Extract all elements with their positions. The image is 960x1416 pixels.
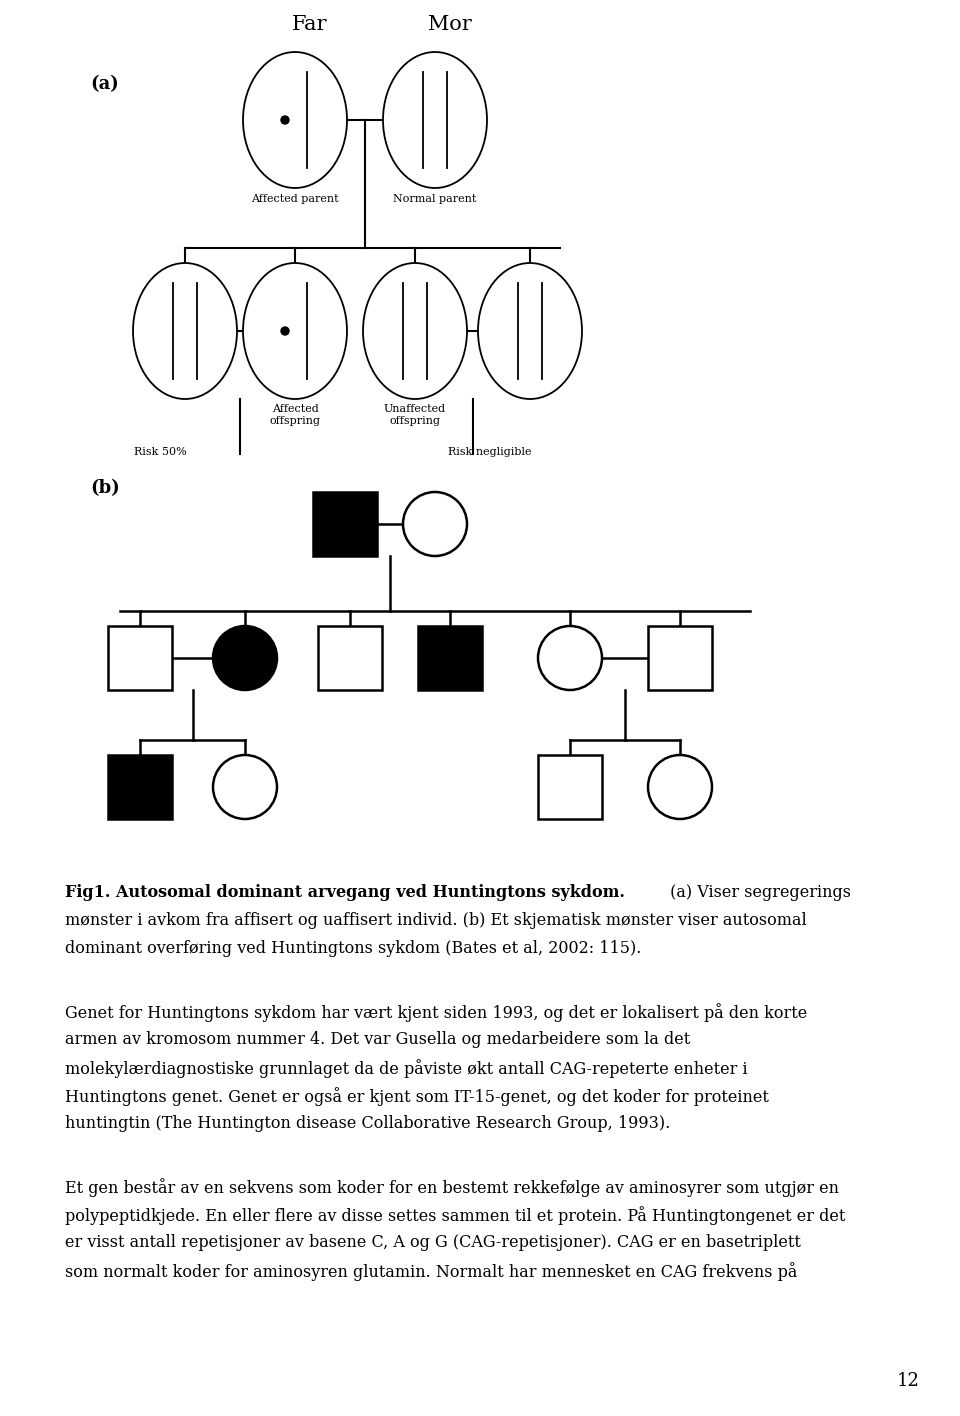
Circle shape — [281, 116, 289, 125]
Text: Huntingtons genet. Genet er også er kjent som IT-15-genet, og det koder for prot: Huntingtons genet. Genet er også er kjen… — [65, 1087, 769, 1106]
Bar — [418, 626, 482, 690]
Ellipse shape — [363, 263, 467, 399]
Circle shape — [648, 755, 712, 818]
Ellipse shape — [243, 263, 347, 399]
Text: Normal parent: Normal parent — [394, 194, 477, 204]
Ellipse shape — [243, 52, 347, 188]
Ellipse shape — [133, 263, 237, 399]
Text: Affected parent: Affected parent — [252, 194, 339, 204]
Text: Genet for Huntingtons sykdom har vært kjent siden 1993, og det er lokalisert på : Genet for Huntingtons sykdom har vært kj… — [65, 1003, 807, 1022]
Bar — [648, 626, 712, 690]
Text: Affected
offspring: Affected offspring — [270, 404, 321, 426]
Circle shape — [538, 626, 602, 690]
Text: Et gen består av en sekvens som koder for en bestemt rekkefølge av aminosyrer so: Et gen består av en sekvens som koder fo… — [65, 1178, 839, 1197]
Circle shape — [281, 327, 289, 336]
Text: Mor: Mor — [428, 16, 472, 34]
Circle shape — [403, 491, 467, 556]
Text: Unaffected
offspring: Unaffected offspring — [384, 404, 446, 426]
Text: huntingtin (The Huntington disease Collaborative Research Group, 1993).: huntingtin (The Huntington disease Colla… — [65, 1114, 670, 1131]
Text: polypeptidkjede. En eller flere av disse settes sammen til et protein. På Huntin: polypeptidkjede. En eller flere av disse… — [65, 1206, 846, 1225]
Ellipse shape — [478, 263, 582, 399]
Text: (a): (a) — [90, 75, 119, 93]
Bar — [313, 491, 377, 556]
Text: Risk 50%: Risk 50% — [133, 447, 186, 457]
Text: er visst antall repetisjoner av basene C, A og G (CAG-repetisjoner). CAG er en b: er visst antall repetisjoner av basene C… — [65, 1233, 801, 1250]
Circle shape — [213, 755, 277, 818]
Text: Fig1. Autosomal dominant arvegang ved Huntingtons sykdom.: Fig1. Autosomal dominant arvegang ved Hu… — [65, 884, 625, 901]
Bar — [318, 626, 382, 690]
Circle shape — [213, 626, 277, 690]
Text: armen av kromosom nummer 4. Det var Gusella og medarbeidere som la det: armen av kromosom nummer 4. Det var Guse… — [65, 1031, 690, 1048]
Bar — [538, 755, 602, 818]
Text: mønster i avkom fra affisert og uaffisert individ. (b) Et skjematisk mønster vis: mønster i avkom fra affisert og uaffiser… — [65, 912, 806, 929]
Text: dominant overføring ved Huntingtons sykdom (Bates et al, 2002: 115).: dominant overføring ved Huntingtons sykd… — [65, 940, 641, 957]
Text: Far: Far — [292, 16, 327, 34]
Text: 12: 12 — [898, 1372, 920, 1391]
Text: Risk negligible: Risk negligible — [448, 447, 532, 457]
Bar — [108, 755, 172, 818]
Text: (a) Viser segregerings: (a) Viser segregerings — [665, 884, 851, 901]
Text: molekylærdiagnostiske grunnlaget da de påviste økt antall CAG-repeterte enheter : molekylærdiagnostiske grunnlaget da de p… — [65, 1059, 748, 1078]
Text: som normalt koder for aminosyren glutamin. Normalt har mennesket en CAG frekvens: som normalt koder for aminosyren glutami… — [65, 1262, 798, 1281]
Ellipse shape — [383, 52, 487, 188]
Text: (b): (b) — [90, 479, 120, 497]
Bar — [108, 626, 172, 690]
